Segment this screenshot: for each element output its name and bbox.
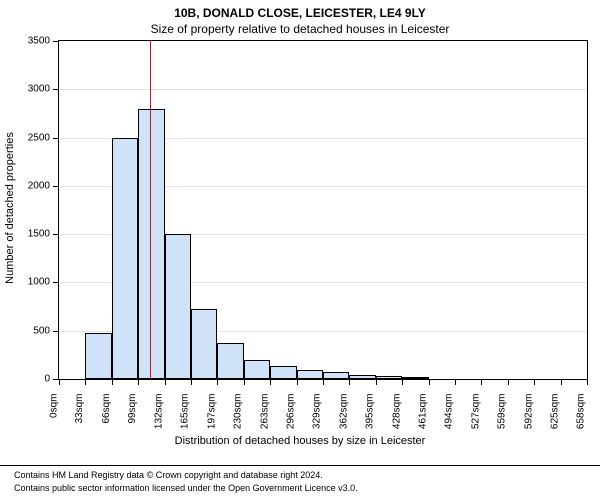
y-tick-label: 3500: [28, 36, 50, 47]
grid-line: [59, 89, 587, 90]
x-tick-label: 461sqm: [418, 394, 429, 430]
y-tick-label: 1500: [28, 229, 50, 240]
x-tick-label: 395sqm: [365, 394, 376, 430]
x-tick-label: 494sqm: [444, 394, 455, 430]
chart-subtitle: Size of property relative to detached ho…: [0, 22, 600, 36]
histogram-bar: [138, 109, 164, 379]
x-tick-label: 165sqm: [180, 394, 191, 430]
x-tick-label: 66sqm: [101, 394, 112, 424]
x-tick-label: 263sqm: [259, 394, 270, 430]
x-tick-label: 230sqm: [233, 394, 244, 430]
reference-line: [150, 41, 151, 379]
x-tick-label: 99sqm: [127, 394, 138, 424]
x-tick-label: 329sqm: [312, 394, 323, 430]
x-tick-label: 33sqm: [74, 394, 85, 424]
histogram-bar: [217, 343, 243, 379]
x-tick-label: 296sqm: [286, 394, 297, 430]
y-tick-label: 1000: [28, 277, 50, 288]
x-axis-label: Distribution of detached houses by size …: [0, 435, 600, 447]
y-tick-label: 2000: [28, 180, 50, 191]
x-tick-label: 132sqm: [154, 394, 165, 430]
histogram-bar: [323, 372, 349, 379]
footer-line-2: Contains public sector information licen…: [14, 483, 358, 493]
x-tick-label: 658sqm: [576, 394, 587, 430]
chart-title: 10B, DONALD CLOSE, LEICESTER, LE4 9LY: [0, 6, 600, 20]
x-tick-label: 559sqm: [497, 394, 508, 430]
y-axis-label: Number of detached properties: [4, 58, 16, 358]
histogram-bar: [297, 370, 323, 379]
footer-border: [0, 465, 600, 466]
y-tick-label: 3000: [28, 84, 50, 95]
histogram-bar: [165, 234, 191, 379]
histogram-bar: [244, 360, 270, 379]
chart-container: 10B, DONALD CLOSE, LEICESTER, LE4 9LY Si…: [0, 0, 600, 500]
plot-area: [58, 40, 588, 380]
histogram-bar: [376, 376, 402, 379]
x-tick-label: 527sqm: [470, 394, 481, 430]
x-tick-label: 428sqm: [391, 394, 402, 430]
histogram-bar: [402, 377, 428, 379]
x-tick-label: 625sqm: [550, 394, 561, 430]
histogram-bar: [112, 138, 138, 379]
y-tick-label: 500: [33, 325, 50, 336]
x-tick-label: 592sqm: [523, 394, 534, 430]
x-tick-label: 0sqm: [48, 394, 59, 418]
histogram-bar: [191, 309, 217, 379]
histogram-bar: [85, 333, 111, 379]
y-tick-label: 2500: [28, 132, 50, 143]
footer-line-1: Contains HM Land Registry data © Crown c…: [14, 470, 323, 480]
y-tick-label: 0: [44, 374, 50, 385]
x-tick-label: 197sqm: [206, 394, 217, 430]
histogram-bar: [270, 366, 296, 379]
histogram-bar: [349, 375, 375, 379]
x-tick-label: 362sqm: [338, 394, 349, 430]
